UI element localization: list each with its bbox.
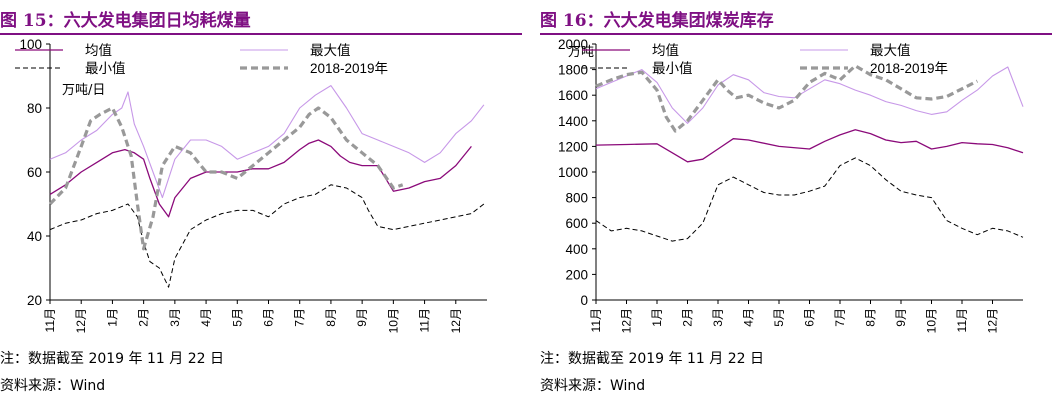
x-tick-label: 8月 (324, 308, 338, 327)
x-tick-label: 3月 (711, 308, 725, 327)
y-tick-label: 80 (27, 101, 42, 116)
legend-label: 最小值 (652, 61, 693, 76)
legend-label: 最大值 (870, 43, 911, 58)
source-note: 资料来源：Wind (540, 378, 646, 394)
x-tick-label: 7月 (833, 308, 847, 327)
legend-label: 2018-2019年 (310, 61, 388, 76)
series-line-0 (49, 139, 472, 218)
x-tick-label: 2月 (137, 308, 151, 327)
series-line-2 (49, 184, 485, 288)
y-tick-label: 60 (27, 165, 42, 180)
y-tick-label: 200 (565, 267, 588, 282)
y-tick-label: 800 (565, 191, 588, 206)
y-tick-label: 1400 (558, 114, 588, 129)
x-tick-label: 9月 (355, 308, 369, 327)
x-tick-label: 7月 (293, 308, 307, 327)
y-unit-label: 万吨 (568, 45, 594, 60)
title-rule (0, 33, 522, 35)
x-tick-label: 1月 (650, 308, 664, 327)
y-tick-label: 1800 (558, 63, 588, 78)
x-tick-label: 8月 (864, 308, 878, 327)
figure-15-panel: 图 15：六大发电集团日均耗煤量 20 40 60 80 100 11月 12月 1月 2月 3月… (0, 0, 522, 402)
x-tick-label: 4月 (742, 308, 756, 327)
x-tick-label: 4月 (199, 308, 213, 327)
x-tick-label: 11月 (43, 308, 57, 332)
x-tick-label: 9月 (894, 308, 908, 327)
y-tick-label: 2000 (558, 37, 588, 52)
x-tick-label: 12月 (986, 308, 1000, 333)
coal-consumption-chart: 20 40 60 80 100 11月 12月 1月 2月 3月 4月 5月 6月 7月 8月 9月 10月 11… (15, 37, 487, 333)
series-line-1 (49, 85, 485, 199)
series-line-2 (595, 157, 1024, 242)
y-unit-label: 万吨/日 (62, 83, 105, 98)
legend-label: 最小值 (85, 61, 126, 76)
legend-label: 2018-2019年 (870, 61, 948, 76)
x-tick-label: 10月 (925, 308, 939, 333)
series-line-0 (595, 129, 1024, 163)
y-tick-label: 400 (565, 242, 588, 257)
x-tick-label: 6月 (262, 308, 276, 327)
y-tick-label: 1000 (558, 165, 588, 180)
x-tick-label: 6月 (803, 308, 817, 327)
figure-16-panel: 图 16：六大发电集团煤炭库存 0 200 400 600 800 1000 1200 140… (540, 0, 1052, 402)
x-tick-label: 1月 (105, 308, 119, 327)
title-rule (540, 33, 1052, 35)
legend-label: 最大值 (310, 43, 351, 58)
series-line-3 (48, 106, 404, 251)
legend-label: 均值 (85, 43, 112, 58)
x-tick-label: 11月 (589, 308, 603, 332)
x-tick-label: 11月 (955, 308, 969, 332)
x-tick-label: 12月 (620, 308, 634, 333)
y-tick-label: 0 (580, 293, 588, 308)
footnote: 注：数据截至 2019 年 11 月 22 日 (540, 351, 764, 367)
x-tick-label: 12月 (74, 308, 88, 333)
x-tick-label: 3月 (168, 308, 182, 327)
legend-label: 均值 (652, 43, 679, 58)
y-tick-label: 40 (27, 229, 42, 244)
footnote: 注：数据截至 2019 年 11 月 22 日 (0, 351, 224, 367)
x-tick-label: 5月 (772, 308, 786, 327)
figure-title: 图 16：六大发电集团煤炭库存 (540, 11, 774, 31)
x-tick-label: 12月 (449, 308, 463, 333)
x-tick-label: 10月 (386, 308, 400, 333)
series-line-3 (595, 64, 979, 133)
y-tick-label: 1200 (558, 139, 588, 154)
x-tick-label: 5月 (230, 308, 244, 327)
series-line-1 (595, 66, 1024, 124)
coal-inventory-chart: 0 200 400 600 800 1000 1200 1400 1600 1800 2000 11月… (558, 37, 1024, 333)
source-note: 资料来源：Wind (0, 378, 106, 394)
figure-title: 图 15：六大发电集团日均耗煤量 (0, 11, 251, 31)
x-tick-label: 11月 (418, 308, 432, 332)
x-tick-label: 2月 (681, 308, 695, 327)
y-tick-label: 20 (27, 293, 42, 308)
y-tick-label: 100 (19, 37, 42, 52)
y-tick-label: 1600 (558, 88, 588, 103)
y-tick-label: 600 (565, 216, 588, 231)
